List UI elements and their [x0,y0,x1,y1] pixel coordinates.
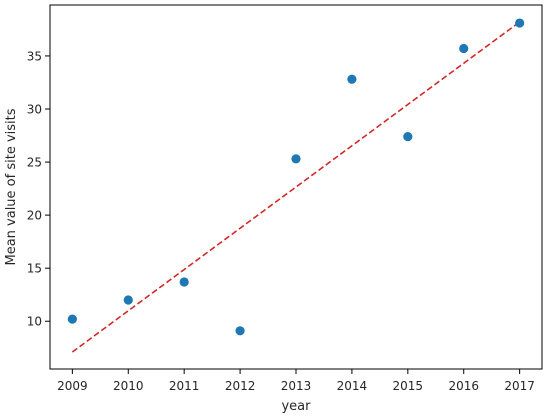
x-tick-label: 2016 [448,379,479,393]
trend-line [71,21,521,353]
data-point [459,43,469,54]
y-tick-label: 35 [27,49,42,63]
y-tick-label: 10 [27,315,42,329]
y-axis-label: Mean value of site visits [4,108,19,265]
y-tick-label: 20 [27,209,42,223]
x-tick-label: 2012 [225,379,256,393]
data-point [291,154,301,164]
x-axis-label: year [281,399,311,414]
y-tick-label: 30 [27,103,42,117]
data-point [67,314,77,324]
x-tick-label: 2015 [393,379,424,393]
x-tick-label: 2017 [504,379,535,393]
data-point [235,326,245,336]
axes-frame [49,4,543,370]
x-tick-label: 2011 [169,379,200,393]
y-tick-label: 15 [27,262,42,276]
data-point [347,74,357,84]
x-tick-label: 2009 [57,379,88,393]
x-tick-label: 2014 [337,379,368,393]
y-tick-label: 25 [27,156,42,170]
data-point [179,277,189,287]
x-tick-label: 2010 [113,379,144,393]
trend-layer [71,21,521,353]
x-tick-label: 2013 [281,379,312,393]
ticks-layer: 2009 2010 2011 2012 2013 2014 2015 2016 2017 10 15… [27,49,535,393]
data-point [123,295,133,305]
points-layer [67,18,525,336]
data-point [515,18,525,28]
data-point [403,131,413,142]
